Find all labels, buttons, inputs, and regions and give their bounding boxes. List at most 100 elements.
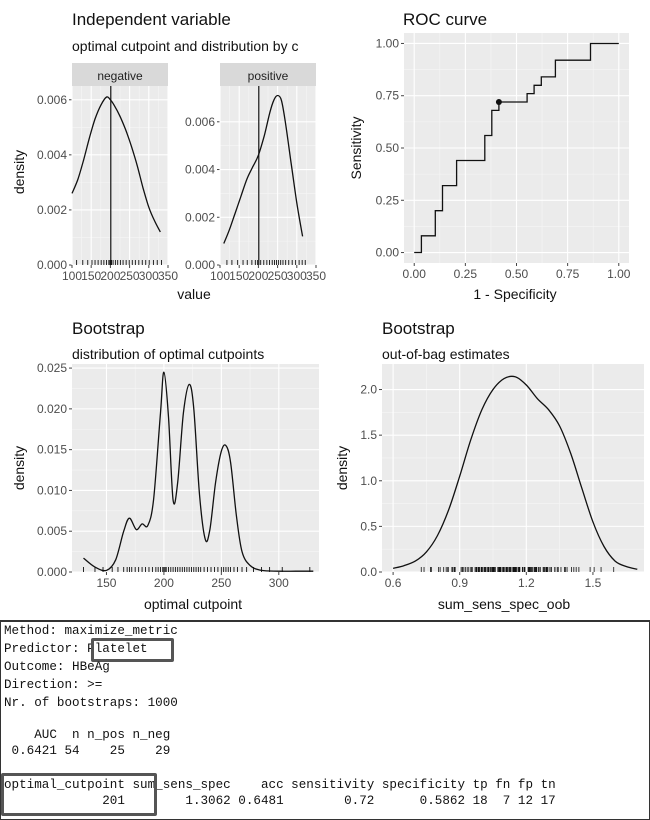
tick-label-x: 1.00 [607,267,631,281]
tick-label-y: 1.00 [376,36,400,50]
tick-label-x: 100 [210,269,230,283]
tick-label-y: 2.0 [360,383,377,397]
density-curve-positive [223,94,304,244]
facet-label-negative: negative [97,69,143,83]
tick-label-y: 0.5 [360,519,377,533]
predictor-highlight-box [91,638,174,662]
tick-label-y: 0.006 [37,93,67,107]
tick-label-y: 0.000 [37,258,67,272]
optimal-cutpoint-highlight-box [1,773,157,816]
tick-label-y: 0.004 [37,148,67,162]
tick-label-x: 0.6 [385,576,402,590]
console-predictor-prefix: Predictor: [4,642,88,656]
tick-label-y: 0.75 [376,89,400,103]
density-panel-positive: 0.000 0.002 0.004 0.006 100 150 200 250 300 350 [185,86,326,283]
tick-label-x: 0.25 [454,267,478,281]
tick-label-x: 0.75 [556,267,580,281]
tick-label-y: 0.010 [37,483,67,497]
tick-label-x: 250 [268,269,288,283]
tick-label-y: 0.020 [37,402,67,416]
indep-title: Independent variable [72,10,231,29]
bootcut-panel: 0.000 0.005 0.010 0.015 0.020 0.025 150 200 250 3… [37,361,319,590]
tick-label-x: 100 [62,269,82,283]
bootstrap-density-curve [83,371,314,572]
tick-label-y: 0.005 [37,524,67,538]
tick-label-y: 0.002 [185,210,215,224]
tick-label-x: 0.50 [505,267,529,281]
console-auc-header: AUC n n_pos n_neg [4,728,171,742]
tick-label-y: 0.000 [185,258,215,272]
console-outcome: Outcome: HBeAg [4,660,110,674]
console-opt-header-rest: sum_sens_spec acc sensitivity specificit… [124,778,556,792]
tick-label-x: 250 [211,576,231,590]
bootcut-ylabel: density [11,446,27,490]
tick-label-y: 0.006 [185,115,215,129]
tick-label-x: 0.9 [451,576,468,590]
tick-label-x: 200 [248,269,268,283]
console-predictor-line: Predictor: Platelet [4,642,148,657]
tick-label-y: 0.002 [37,203,67,217]
density-panel-negative: 0.000 0.002 0.004 0.006 100 150 200 250 300 350 [37,86,178,283]
tick-label-x: 300 [287,269,307,283]
facet-label-positive: positive [248,69,289,83]
indep-subtitle: optimal cutpoint and distribution by c [72,38,298,54]
tick-label-y: 0.025 [37,361,67,375]
tick-label-y: 1.5 [360,428,377,442]
tick-label-y: 0.00 [376,246,400,260]
roc-curve [414,42,619,254]
tick-label-y: 0.015 [37,443,67,457]
bootoob-ylabel: density [334,446,350,490]
tick-label-x: 200 [154,576,174,590]
roc-panel: 0.00 0.25 0.50 0.75 1.00 0.00 0.25 0.50 0.75 1.00 [376,33,631,281]
oob-panel: 0.0 0.5 1.0 1.5 2.0 0.6 0.9 1.2 1.5 [360,364,644,590]
bootoob-title: Bootstrap [382,319,455,338]
density-curve-negative [71,96,161,233]
oob-density-curve [392,375,638,570]
bootcut-subtitle: distribution of optimal cutpoints [72,346,264,362]
indep-ylabel: density [11,150,27,194]
roc-ylabel: Sensitivity [348,116,364,179]
tick-label-x: 150 [229,269,249,283]
optimal-cutpoint-marker [495,99,502,105]
tick-label-y: 0.50 [376,141,400,155]
tick-label-x: 1.2 [518,576,535,590]
tick-label-x: 250 [120,269,140,283]
bootoob-subtitle: out-of-bag estimates [382,346,510,362]
tick-label-x: 300 [269,576,289,590]
console-opt-values: 201 1.3062 0.6481 0.72 0.5862 18 7 12 17 [4,794,556,809]
facet-strip-negative [72,63,168,86]
bootoob-xlabel: sum_sens_spec_oob [438,596,571,612]
console-opt-value-rest: 1.3062 0.6481 0.72 0.5862 18 7 12 17 [124,794,556,808]
console-opt-header-boxed: optimal_cutpoint [4,778,125,792]
bootcut-xlabel: optimal cutpoint [144,596,242,612]
tick-label-y: 0.0 [360,565,377,579]
panel-background [72,364,319,572]
tick-label-x: 200 [100,269,120,283]
console-auc-values: 0.6421 54 25 29 [4,744,171,758]
facet-strip-positive [220,63,316,86]
tick-label-x: 350 [306,269,326,283]
tick-label-x: 150 [81,269,101,283]
console-method: Method: maximize_metric [4,624,178,638]
tick-label-x: 0.00 [403,267,427,281]
tick-label-x: 350 [158,269,178,283]
tick-label-y: 0.000 [37,565,67,579]
tick-label-y: 0.25 [376,193,400,207]
console-opt-header: optimal_cutpoint sum_sens_spec acc sensi… [4,778,556,793]
console-opt-value-boxed: 201 [4,794,125,808]
console-output: Method: maximize_metric Predictor: Plate… [0,620,650,820]
plot-area: Independent variable optimal cutpoint an… [11,10,644,612]
bootcut-title: Bootstrap [72,319,145,338]
tick-label-x: 150 [96,576,116,590]
console-predictor-value: Platelet [87,642,148,656]
roc-xlabel: 1 - Specificity [473,286,556,302]
console-nboot: Nr. of bootstraps: 1000 [4,696,178,710]
panel-background [382,364,644,572]
indep-xlabel: value [177,286,211,302]
tick-label-y: 1.0 [360,474,377,488]
console-direction: Direction: >= [4,678,103,692]
roc-title: ROC curve [403,10,487,29]
tick-label-x: 1.5 [585,576,602,590]
tick-label-x: 300 [139,269,159,283]
tick-label-y: 0.004 [185,163,215,177]
